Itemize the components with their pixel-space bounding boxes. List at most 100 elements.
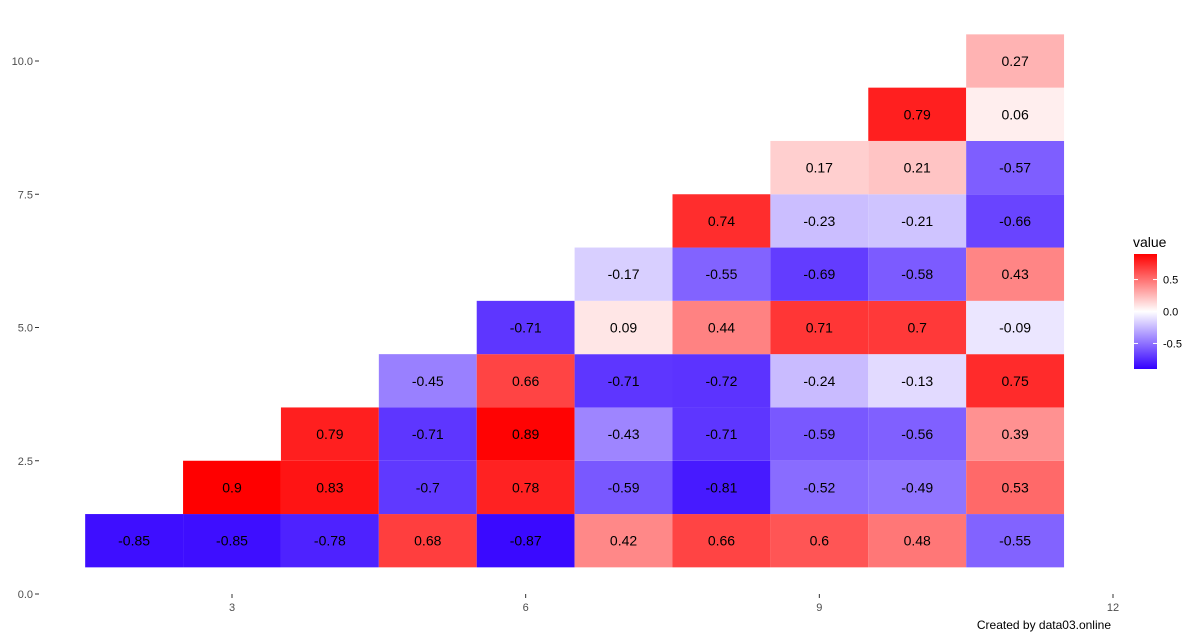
heatmap-cell	[476, 300, 575, 355]
heatmap-cells	[85, 34, 1065, 568]
cell-value-label: 0.27	[1001, 53, 1028, 69]
heatmap-cell	[476, 460, 575, 515]
heatmap-cell	[868, 140, 967, 195]
heatmap-cell	[770, 247, 869, 301]
legend-tick-label: -0.5	[1163, 338, 1182, 350]
legend-tick-label: 0.5	[1163, 275, 1178, 287]
heatmap-cell	[672, 514, 771, 568]
x-tick-label: 12	[1107, 602, 1119, 614]
cell-value-label: 0.43	[1001, 266, 1028, 282]
cell-value-label: 0.09	[610, 320, 637, 336]
heatmap-cell	[966, 247, 1065, 301]
cell-value-label: 0.71	[806, 320, 833, 336]
heatmap-cell	[966, 34, 1065, 88]
legend-tick-label: 0.0	[1163, 307, 1178, 319]
cell-value-label: -0.55	[705, 266, 737, 282]
cell-value-label: 0.79	[904, 106, 931, 122]
heatmap-cell	[378, 354, 477, 408]
cell-value-label: 0.78	[512, 479, 539, 495]
heatmap-cell	[770, 194, 869, 248]
cell-value-label: 0.39	[1001, 426, 1028, 442]
cell-value-label: -0.23	[803, 213, 835, 229]
cell-value-label: -0.71	[608, 373, 640, 389]
cell-value-label: -0.7	[416, 479, 440, 495]
heatmap-cell	[183, 514, 281, 568]
heatmap-cell	[966, 87, 1065, 141]
cell-value-label: 0.53	[1001, 479, 1028, 495]
cell-value-label: -0.85	[118, 533, 150, 549]
cell-value-label: 0.83	[316, 479, 343, 495]
cell-value-label: 0.74	[708, 213, 735, 229]
cell-value-label: 0.06	[1001, 106, 1028, 122]
cell-value-label: -0.13	[901, 373, 933, 389]
heatmap-cell	[574, 460, 673, 515]
cell-value-label: -0.59	[608, 479, 640, 495]
heatmap-cell	[868, 87, 967, 141]
heatmap-cell	[770, 460, 869, 515]
heatmap-cell	[672, 247, 771, 301]
cell-value-label: 0.89	[512, 426, 539, 442]
y-axis: 0.0 2.5 5.0 7.5 10.0	[12, 56, 39, 601]
cell-value-label: 0.42	[610, 533, 637, 549]
heatmap-cell	[868, 300, 967, 355]
cell-value-label: -0.21	[901, 213, 933, 229]
heatmap-cell	[378, 407, 477, 461]
y-tick-label: 7.5	[18, 189, 33, 201]
heatmap-cell	[574, 354, 673, 408]
x-axis: 3 6 9 12	[229, 594, 1119, 614]
cell-value-label: -0.66	[999, 213, 1031, 229]
heatmap-cell	[672, 354, 771, 408]
heatmap-cell	[672, 460, 771, 515]
heatmap-cell	[574, 407, 673, 461]
cell-value-label: 0.79	[316, 426, 343, 442]
cell-value-label: 0.7	[907, 320, 927, 336]
heatmap-cell	[966, 140, 1065, 195]
cell-labels: -0.85 -0.85 -0.78 0.68 -0.87 0.42 0.66 0.6 0.48 -…	[118, 53, 1031, 549]
cell-value-label: -0.24	[803, 373, 835, 389]
cell-value-label: 0.17	[806, 160, 833, 176]
y-tick-label: 10.0	[12, 56, 33, 68]
cell-value-label: 0.21	[904, 160, 931, 176]
cell-value-label: -0.71	[705, 426, 737, 442]
heatmap-cell	[966, 514, 1065, 568]
cell-value-label: -0.71	[412, 426, 444, 442]
heatmap-cell	[966, 407, 1065, 461]
heatmap-cell	[378, 514, 477, 568]
heatmap-cell	[868, 247, 967, 301]
cell-value-label: -0.59	[803, 426, 835, 442]
legend-title: value	[1133, 234, 1167, 250]
heatmap-cell	[672, 300, 771, 355]
x-tick-label: 6	[523, 602, 529, 614]
heatmap-cell	[770, 140, 869, 195]
cell-value-label: -0.43	[608, 426, 640, 442]
heatmap-cell	[868, 354, 967, 408]
cell-value-label: -0.78	[314, 533, 346, 549]
heatmap-cell	[574, 247, 673, 301]
heatmap-cell	[476, 354, 575, 408]
cell-value-label: 0.66	[708, 533, 735, 549]
x-tick-label: 9	[816, 602, 822, 614]
heatmap-cell	[770, 300, 869, 355]
heatmap-cell	[280, 460, 379, 515]
legend-colorbar	[1134, 254, 1157, 369]
heatmap-cell	[966, 194, 1065, 248]
heatmap-cell	[85, 514, 184, 568]
heatmap-cell	[966, 460, 1065, 515]
heatmap-cell	[770, 514, 869, 568]
heatmap-cell	[574, 514, 673, 568]
cell-value-label: -0.45	[412, 373, 444, 389]
x-tick-label: 3	[229, 602, 235, 614]
cell-value-label: 0.66	[512, 373, 539, 389]
legend: value -0.5 0.0 0.5	[1133, 234, 1182, 369]
cell-value-label: 0.75	[1001, 373, 1028, 389]
y-tick-label: 2.5	[18, 456, 33, 468]
cell-value-label: -0.87	[510, 533, 542, 549]
heatmap-cell	[966, 354, 1065, 408]
heatmap-cell	[672, 407, 771, 461]
heatmap-cell	[280, 514, 379, 568]
heatmap-cell	[770, 354, 869, 408]
heatmap-cell	[280, 407, 379, 461]
cell-value-label: -0.52	[803, 479, 835, 495]
cell-value-label: -0.09	[999, 320, 1031, 336]
cell-value-label: -0.69	[803, 266, 835, 282]
